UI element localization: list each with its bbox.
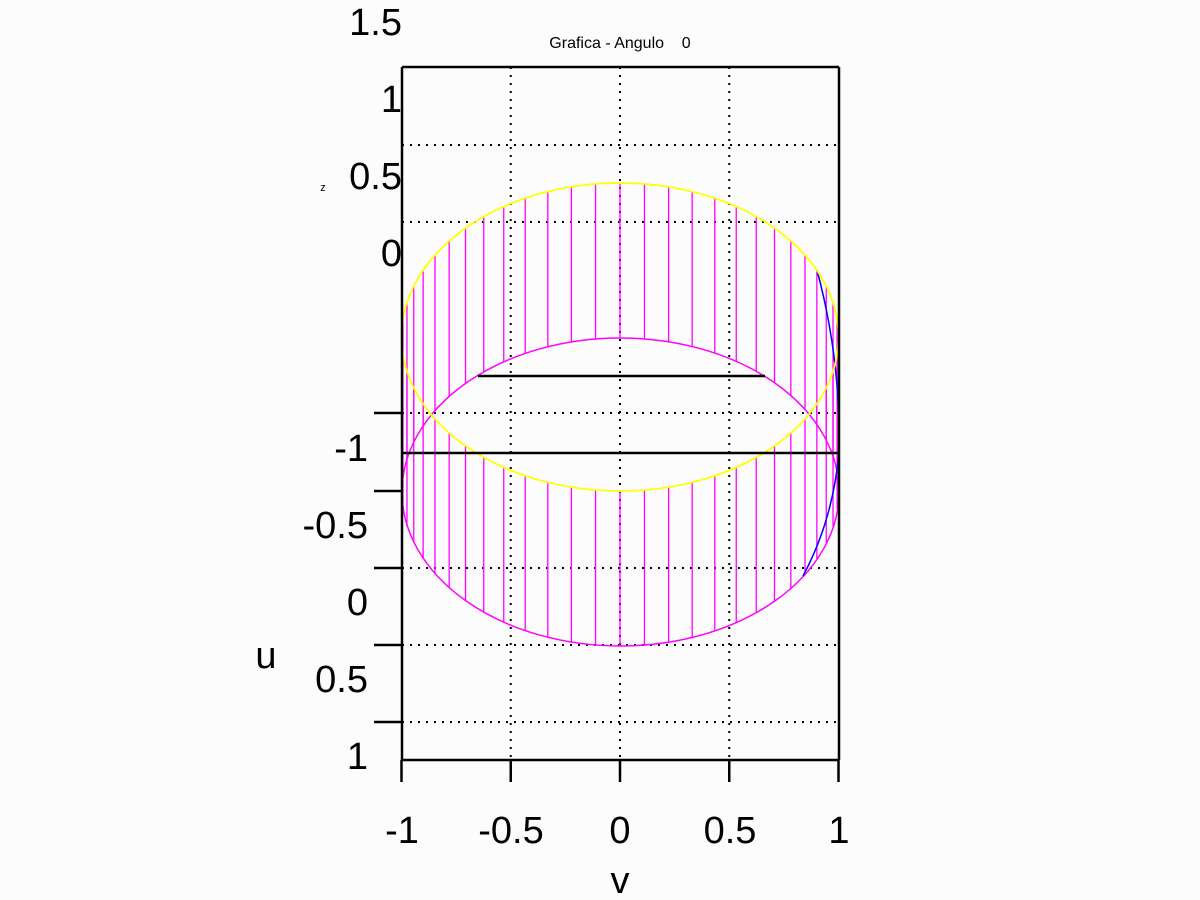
- x-axis-label: v: [611, 860, 630, 900]
- x-tick-label: -1: [385, 810, 419, 852]
- z-tick-label: 0.5: [349, 156, 402, 198]
- inner-edge-curve: [401, 337, 840, 493]
- z-tick-label: 0: [381, 233, 402, 275]
- u-tick-label: -1: [334, 428, 368, 470]
- u-axis-label: u: [255, 635, 276, 677]
- u-tick-label: 1: [347, 736, 368, 778]
- x-tick-label: 0: [609, 810, 630, 852]
- cylinder-surface: [400, 182, 840, 647]
- u-tick-label: -0.5: [303, 505, 368, 547]
- bottom-edge-curve: [401, 491, 840, 647]
- x-tick-label: 0.5: [704, 810, 757, 852]
- z-axis-label: z: [320, 182, 326, 194]
- z-tick-label: 1: [381, 79, 402, 121]
- u-tick-label: 0.5: [315, 659, 368, 701]
- z-tick-label: 1.5: [349, 2, 402, 44]
- back-seam-curve: [802, 269, 840, 577]
- u-tick-label: 0: [347, 582, 368, 624]
- x-tick-label: -0.5: [478, 810, 543, 852]
- axes-frame: [374, 65, 841, 782]
- chart-title: Grafica - Angulo 0: [549, 35, 691, 52]
- grid-lines: [402, 67, 839, 760]
- x-tick-label: 1: [828, 810, 849, 852]
